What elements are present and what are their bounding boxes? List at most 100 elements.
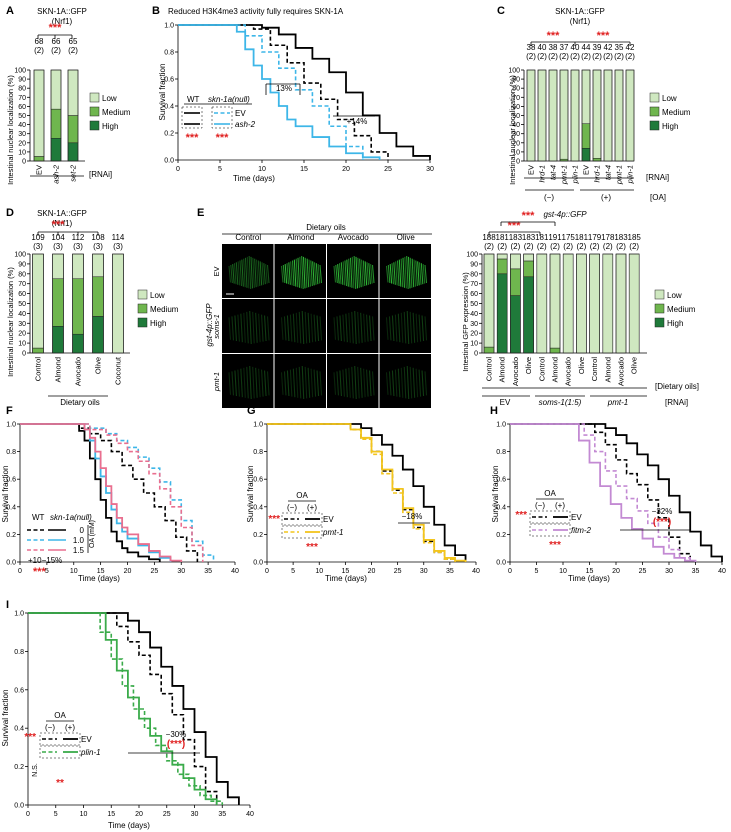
legend-label-medium: Medium [150, 305, 179, 314]
worm-signal [337, 264, 340, 284]
worm-signal [304, 311, 308, 344]
legend-wt: WT [187, 95, 200, 104]
worm-signal [406, 310, 410, 345]
bar-outline [496, 253, 508, 354]
y-tick-label: 0 [516, 159, 520, 166]
y-tick-label: 0 [22, 351, 26, 358]
worm-signal [289, 369, 293, 397]
worm-signal [237, 261, 241, 286]
panel-i-letter: I [6, 599, 9, 611]
bar-outline [562, 253, 574, 354]
annot-i: −30% [166, 730, 187, 739]
legend-dose-label: 1.0 [73, 536, 85, 545]
bar-category-label: ash-2 [52, 164, 61, 184]
worm-signal [234, 315, 237, 342]
worm-signal [252, 257, 255, 288]
bar-segment-low [615, 253, 627, 354]
survival-curve-h-1 [510, 423, 723, 562]
worm-signal [368, 315, 372, 342]
bar-n-label: 65 [69, 37, 78, 46]
rnai-label-a: [RNAi] [89, 170, 112, 179]
y-tick-label: 60 [512, 104, 520, 111]
bar-category-label: Almond [551, 357, 560, 382]
micrograph-col-label: Control [235, 233, 261, 242]
oa-legend-title: OA [544, 489, 556, 498]
panel-b-letter: B [152, 5, 160, 17]
bar-outline [33, 69, 45, 162]
bar-outline [570, 69, 580, 162]
y-tick-label: 10 [18, 341, 26, 348]
bar-segment-low [526, 69, 536, 162]
bar-n-label: 185 [628, 233, 642, 242]
x-tick-label: 40 [718, 568, 726, 575]
worm-signal [363, 313, 366, 343]
x-tick-label: 35 [218, 811, 226, 818]
bar-category-label: Almond [54, 357, 63, 382]
x-tick-label: 20 [368, 568, 376, 575]
bar-segment-low [112, 253, 124, 354]
panel-c-subtitle: (Nrf1) [570, 17, 591, 26]
x-tick-label: 20 [135, 811, 143, 818]
bar-n-label: 179 [588, 233, 602, 242]
bar-segment-medium [32, 347, 44, 354]
sig-stars-h1: *** [515, 510, 527, 521]
micrograph-tile [379, 299, 431, 353]
y-tick-label: 70 [18, 281, 26, 288]
bar-n-replicates: (2) [68, 46, 78, 55]
y-tick-label: 80 [470, 271, 478, 278]
micrograph-row-label: EV [212, 266, 221, 276]
bar-segment-high [92, 316, 104, 354]
bar-segment-high [67, 142, 79, 162]
survival-curve-b-0 [178, 24, 431, 160]
worm-signal [231, 316, 235, 341]
bar-segment-low [628, 253, 640, 354]
survival-curve-i-2 [28, 612, 224, 805]
worm-signal [357, 311, 360, 344]
y-tick-label: 0.8 [164, 50, 174, 57]
worm-signal [295, 367, 299, 398]
y-tick-label: 0.8 [496, 449, 506, 456]
bar-segment-high [50, 138, 62, 162]
y-tick-label: 50 [18, 301, 26, 308]
worm-signal [292, 313, 296, 343]
bar-n-label: 42 [626, 43, 635, 52]
worm-signal [397, 368, 401, 398]
worm-signal [255, 367, 258, 398]
x-tick-label: 15 [586, 568, 594, 575]
worm-signal [388, 371, 392, 396]
legend-label-high: High [667, 319, 683, 328]
worm-signal [395, 261, 398, 286]
bar-category-label: pmt-1 [615, 165, 624, 185]
y-tick-label: 0.4 [164, 104, 174, 111]
panel-g-ylabel: Survival fraction [246, 466, 255, 523]
worm-signal [304, 366, 308, 399]
bar-n-replicates: (2) [51, 46, 61, 55]
survival-curve-f-3 [20, 423, 161, 562]
x-tick-label: 25 [150, 568, 158, 575]
legend-label-high: High [662, 122, 678, 131]
x-tick-label: 15 [341, 568, 349, 575]
worm-signal [357, 257, 360, 288]
x-tick-label: 5 [45, 568, 49, 575]
worm-signal [389, 264, 393, 284]
worm-signal [345, 368, 348, 398]
worm-signal [286, 263, 290, 285]
bar-n-replicates: (2) [559, 52, 569, 61]
legend-swatch-low [89, 92, 100, 103]
micrograph-tile [222, 299, 274, 353]
legend-label-low: Low [667, 291, 682, 300]
x-tick-label: 15 [97, 568, 105, 575]
y-tick-label: 80 [18, 86, 26, 93]
worm-signal [255, 312, 258, 343]
bar-outline [112, 253, 124, 354]
survival-curve-i-0 [28, 612, 218, 805]
x-tick-label: 25 [394, 568, 402, 575]
y-tick-label: 0.6 [253, 477, 263, 484]
bar-segment-high [510, 295, 521, 354]
worm-signal [348, 258, 351, 288]
worm-signal [387, 264, 391, 284]
oa-legend-plus: (+) [307, 503, 317, 512]
legend-label-low: Low [662, 94, 677, 103]
panel-g-letter: G [247, 405, 256, 417]
